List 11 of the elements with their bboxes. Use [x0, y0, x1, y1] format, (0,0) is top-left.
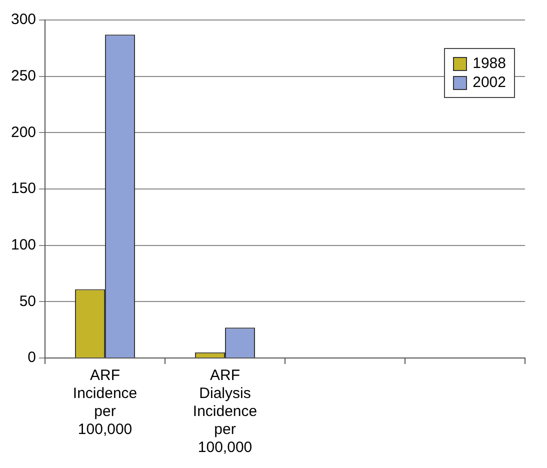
y-tick-label: 0 — [28, 349, 36, 366]
y-tick-label: 50 — [19, 292, 36, 310]
x-tick-label: ARF Dialysis Incidence per 100,000 — [192, 367, 258, 456]
legend-label: 2002 — [472, 74, 506, 91]
y-tick-label: 150 — [10, 180, 36, 198]
x-tick-label: ARF Incidence per 100,000 — [72, 367, 138, 438]
legend-label: 1988 — [472, 55, 506, 72]
y-tick-label: 200 — [10, 124, 36, 141]
y-tick-label: 300 — [10, 11, 36, 28]
y-tick-label: 250 — [10, 67, 36, 84]
y-tick-label: 100 — [10, 236, 36, 254]
